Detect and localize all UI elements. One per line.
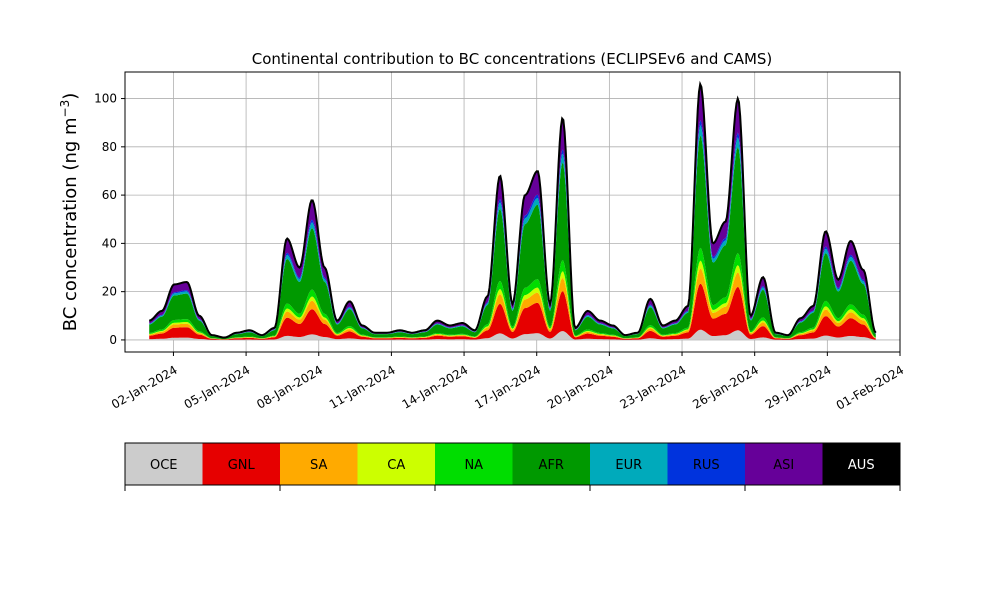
y-tick-label: 100: [94, 92, 117, 106]
x-tick-label: 05-Jan-2024: [182, 363, 253, 412]
x-tick-label: 02-Jan-2024: [109, 363, 180, 412]
legend-label-sa: SA: [310, 458, 327, 473]
legend-swatch-gnl: [202, 443, 280, 485]
x-axis-ticks: 02-Jan-2024 05-Jan-2024 08-Jan-2024 11-Jan-…: [109, 352, 906, 413]
legend-swatch-na: [435, 443, 513, 485]
plot-frame: [124, 71, 901, 353]
area-gnl: [149, 283, 876, 340]
legend-frame: [124, 442, 901, 486]
legend-swatch-oce: [125, 443, 203, 485]
y-tick-label: 60: [102, 188, 117, 202]
x-tick-label: 23-Jan-2024: [618, 363, 689, 412]
legend-label-oce: OCE: [150, 458, 178, 473]
legend-label-na: NA: [464, 458, 483, 473]
legend-label-afr: AFR: [539, 458, 564, 473]
x-tick-label: 14-Jan-2024: [400, 363, 471, 412]
y-axis-label-tail: ): [60, 93, 81, 100]
x-tick-label: 29-Jan-2024: [763, 363, 834, 412]
legend-swatch-eur: [590, 443, 668, 485]
chart-title: Continental contribution to BC concentra…: [252, 50, 773, 68]
legend-swatch-ca: [357, 443, 435, 485]
legend-swatch-aus: [822, 443, 900, 485]
y-tick-label: 80: [102, 140, 117, 154]
y-axis-label-main: BC concentration (ng m: [60, 117, 81, 331]
legend-swatch-asi: [745, 443, 823, 485]
area-oce: [149, 329, 876, 340]
x-tick-label: 26-Jan-2024: [690, 363, 761, 412]
total-outline: [149, 80, 877, 339]
y-tick-label: 0: [109, 333, 117, 347]
legend-swatch-rus: [667, 443, 745, 485]
x-tick-label: 08-Jan-2024: [254, 363, 325, 412]
area-sa: [149, 268, 876, 340]
legend-ticks: [124, 485, 901, 491]
legend-label-ca: CA: [387, 458, 405, 473]
y-axis-ticks: 0 20 40 60 80 100: [94, 92, 125, 347]
legend-label-gnl: GNL: [228, 458, 256, 473]
stacked-areas: [149, 84, 876, 340]
legend-colorbar: OCE GNL SA CA NA AFR EUR RUS ASI AUS: [125, 443, 900, 485]
grid: [125, 72, 901, 352]
legend-swatch-afr: [512, 443, 590, 485]
x-tick-label: 11-Jan-2024: [327, 363, 398, 412]
area-afr: [149, 135, 876, 340]
legend-swatch-sa: [280, 443, 358, 485]
legend-label-aus: AUS: [848, 458, 875, 473]
legend-label-asi: ASI: [773, 458, 794, 473]
y-axis-label-exponent: −3: [58, 100, 72, 118]
legend-label-rus: RUS: [693, 458, 720, 473]
x-tick-label: 17-Jan-2024: [472, 363, 543, 412]
y-axis-label: BC concentration (ng m−3): [58, 93, 81, 332]
y-tick-label: 40: [102, 236, 117, 250]
x-tick-label: 20-Jan-2024: [545, 363, 616, 412]
x-tick-label: 01-Feb-2024: [834, 363, 907, 413]
y-tick-label: 20: [102, 285, 117, 299]
legend-label-eur: EUR: [615, 458, 642, 473]
